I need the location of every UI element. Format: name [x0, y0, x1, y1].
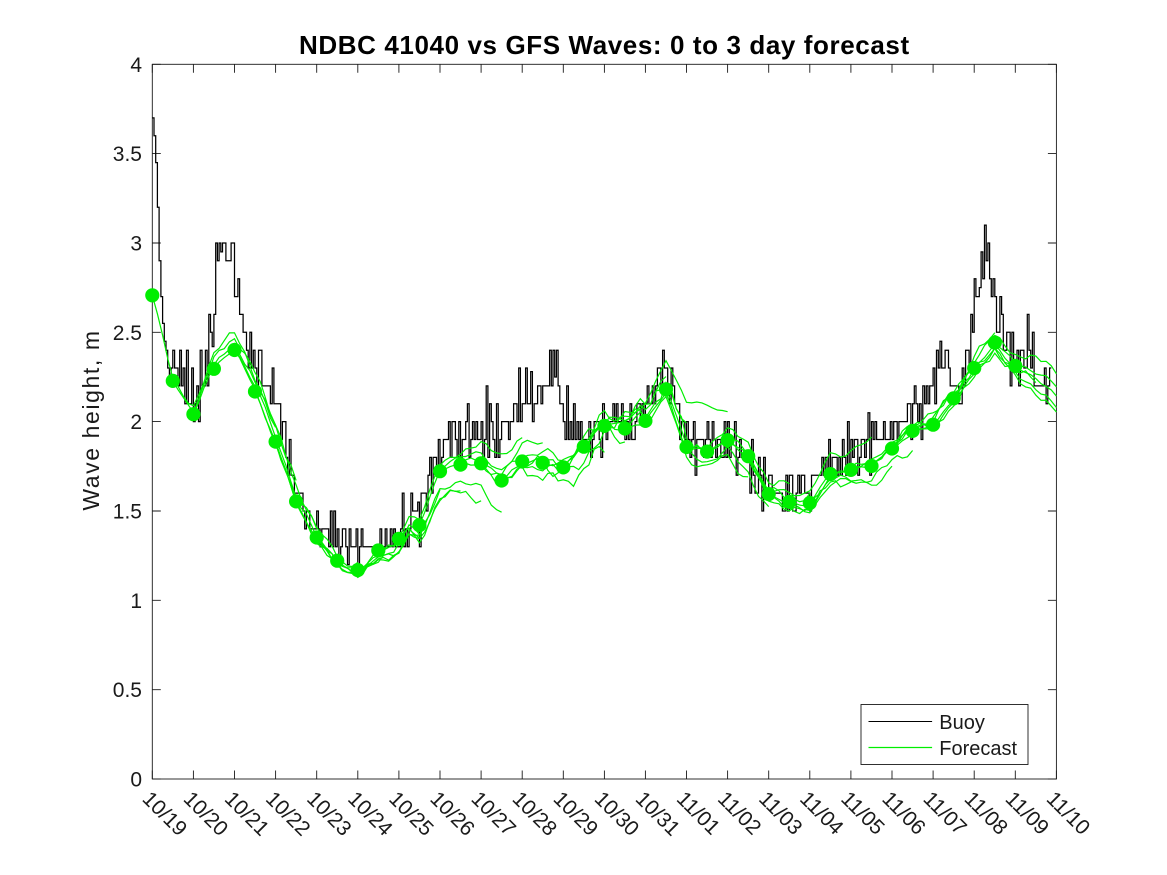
svg-text:4: 4: [130, 54, 142, 77]
svg-text:3.5: 3.5: [113, 143, 142, 166]
svg-text:NDBC 41040 vs GFS Waves: 0 to: NDBC 41040 vs GFS Waves: 0 to 3 day fore…: [299, 30, 910, 60]
svg-text:Wave height, m: Wave height, m: [78, 329, 104, 510]
svg-text:3: 3: [130, 233, 142, 256]
svg-text:0.5: 0.5: [113, 679, 142, 702]
svg-text:1.5: 1.5: [113, 501, 142, 524]
svg-text:0: 0: [130, 769, 142, 792]
svg-text:Buoy: Buoy: [939, 712, 985, 734]
svg-text:2.5: 2.5: [113, 322, 142, 345]
svg-text:2: 2: [130, 411, 142, 434]
svg-text:Forecast: Forecast: [939, 738, 1017, 760]
svg-text:1: 1: [130, 590, 142, 613]
